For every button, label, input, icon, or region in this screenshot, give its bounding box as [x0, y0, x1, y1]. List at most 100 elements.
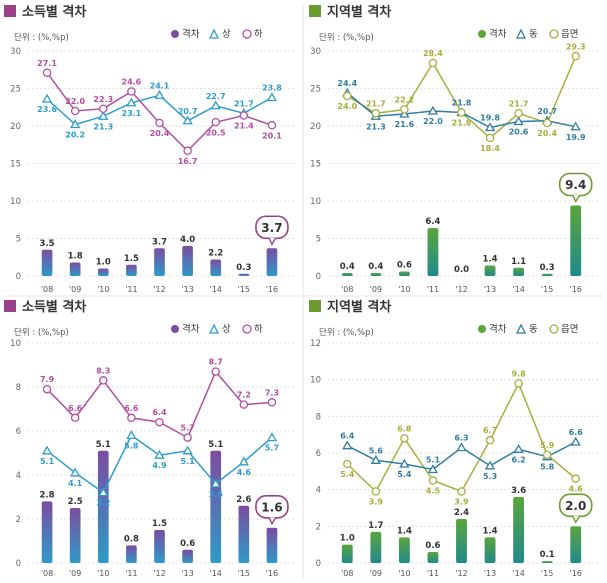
y-tick-label: 0 [16, 272, 21, 282]
point-label: 20.5 [206, 128, 226, 137]
x-tick-label: '13 [181, 569, 193, 578]
bar [126, 264, 137, 276]
point-label: 19.8 [480, 114, 500, 123]
x-tick-label: '10 [97, 285, 109, 294]
bar-value-label: 1.4 [397, 526, 412, 536]
point-label: 28.4 [423, 49, 443, 58]
circle-marker [127, 87, 136, 96]
bar [341, 273, 353, 276]
callout-bubble: 3.7 [255, 215, 289, 246]
circle-marker [571, 52, 580, 61]
point-label: 9.8 [512, 369, 527, 378]
circle-marker [70, 106, 80, 116]
point-label: 6.6 [569, 428, 584, 437]
y-tick-label: 2 [316, 522, 321, 532]
x-tick-label: '11 [427, 285, 439, 294]
triangle-marker [126, 430, 137, 440]
point-label: 21.7 [234, 99, 254, 108]
point-label: 6.6 [124, 404, 139, 413]
x-tick-label: '16 [570, 285, 582, 294]
circle-marker [239, 111, 249, 120]
x-tick-label: '15 [541, 285, 553, 294]
legend-label: 동 [529, 29, 538, 40]
bar-value-label: 0.4 [368, 262, 383, 272]
x-tick-label: '13 [484, 285, 496, 294]
callout-bubble: 2.0 [558, 493, 593, 524]
bar [182, 549, 193, 563]
bar-value-label: 6.4 [425, 217, 440, 227]
circle-marker [457, 108, 466, 117]
point-label: 4.5 [426, 487, 441, 496]
y-tick-label: 12 [310, 339, 321, 349]
bar-value-label: 0.1 [540, 550, 555, 560]
legend-label: 읍면 [561, 29, 578, 40]
circle-marker [514, 379, 523, 388]
y-tick-label: 0 [316, 272, 321, 282]
bar [341, 544, 353, 563]
y-tick-label: 20 [310, 122, 321, 132]
point-label: 5.7 [265, 444, 279, 453]
y-tick-label: 10 [10, 197, 21, 207]
legend-label: 격차 [182, 323, 200, 335]
triangle-marker [399, 458, 410, 468]
bar [484, 265, 496, 276]
legend-label: 격차 [489, 323, 507, 335]
triangle-marker [513, 444, 524, 453]
x-tick-label: '08 [341, 569, 353, 578]
bar [541, 561, 553, 563]
legend-triangle-icon [208, 323, 220, 334]
bar-value-label: 1.1 [511, 257, 526, 267]
bar-value-label: 1.0 [340, 534, 355, 544]
unit-label: 단위 : (%,%p) [319, 327, 374, 338]
title-marker-icon [4, 5, 16, 17]
bar-value-label: 0.6 [425, 541, 440, 551]
circle-marker [127, 413, 136, 423]
point-label: 5.3 [483, 472, 497, 481]
bar [427, 228, 439, 276]
unit-label: 단위 : (%,%p) [14, 327, 69, 338]
triangle-marker [126, 97, 137, 107]
triangle-marker [154, 449, 165, 459]
x-tick-label: '12 [455, 569, 467, 578]
y-tick-label: 4 [316, 486, 321, 496]
bar [370, 273, 382, 276]
circle-marker [239, 400, 249, 409]
bar [484, 537, 496, 563]
point-label: 5.1 [40, 457, 55, 466]
x-tick-label: '10 [398, 285, 410, 294]
point-label: 6.7 [483, 426, 497, 435]
point-label: 23.8 [262, 84, 282, 93]
legend-circle-icon [242, 29, 252, 39]
legend: 격차 상 하 [171, 28, 263, 40]
bar [513, 267, 525, 276]
point-label: 4.1 [68, 479, 83, 488]
bar-value-label: 0.4 [340, 262, 355, 272]
chart-title: 지역별 격차 [327, 4, 391, 20]
bar [266, 248, 278, 276]
point-label: 8.7 [209, 358, 223, 367]
point-label: 20.4 [150, 129, 170, 138]
point-label: 19.9 [566, 133, 586, 142]
title-marker-icon [4, 300, 16, 312]
point-label: 7.2 [237, 391, 251, 400]
circle-marker [371, 487, 381, 496]
x-tick-label: '13 [181, 285, 193, 294]
x-tick-label: '16 [266, 569, 278, 578]
circle-marker [542, 118, 552, 128]
y-tick-label: 15 [10, 160, 21, 170]
bar [182, 246, 193, 276]
point-label: 20.7 [537, 107, 557, 116]
point-label: 21.7 [366, 99, 386, 108]
x-tick-label: '11 [125, 569, 137, 578]
bar [210, 259, 222, 276]
title-marker-icon [309, 300, 321, 312]
triangle-marker [484, 122, 496, 132]
bar-value-label: 2.2 [208, 249, 223, 259]
bar-value-label: 1.4 [483, 526, 498, 536]
triangle-marker [427, 105, 439, 115]
x-tick-label: '08 [341, 285, 353, 294]
